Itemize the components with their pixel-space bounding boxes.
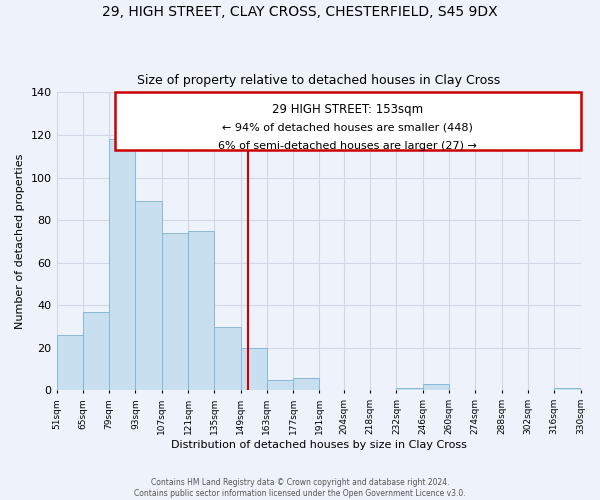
Bar [109, 139, 136, 390]
Text: 6% of semi-detached houses are larger (27) →: 6% of semi-detached houses are larger (2… [218, 142, 477, 152]
Bar [136, 201, 162, 390]
FancyBboxPatch shape [115, 92, 581, 150]
Bar [423, 384, 449, 390]
Text: 29 HIGH STREET: 153sqm: 29 HIGH STREET: 153sqm [272, 103, 423, 116]
Bar [241, 348, 267, 391]
Bar [293, 378, 319, 390]
Bar [554, 388, 580, 390]
Bar [56, 335, 83, 390]
Title: Size of property relative to detached houses in Clay Cross: Size of property relative to detached ho… [137, 74, 500, 87]
Bar [162, 233, 188, 390]
Text: ← 94% of detached houses are smaller (448): ← 94% of detached houses are smaller (44… [222, 122, 473, 132]
Bar [397, 388, 423, 390]
Text: 29, HIGH STREET, CLAY CROSS, CHESTERFIELD, S45 9DX: 29, HIGH STREET, CLAY CROSS, CHESTERFIEL… [102, 5, 498, 19]
Y-axis label: Number of detached properties: Number of detached properties [15, 154, 25, 329]
Bar [267, 380, 293, 390]
Text: Contains HM Land Registry data © Crown copyright and database right 2024.
Contai: Contains HM Land Registry data © Crown c… [134, 478, 466, 498]
X-axis label: Distribution of detached houses by size in Clay Cross: Distribution of detached houses by size … [170, 440, 466, 450]
Bar [188, 230, 214, 390]
Bar [214, 326, 241, 390]
Bar [83, 312, 109, 390]
